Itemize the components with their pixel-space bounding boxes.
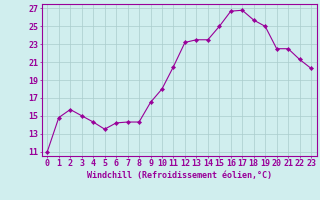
X-axis label: Windchill (Refroidissement éolien,°C): Windchill (Refroidissement éolien,°C) bbox=[87, 171, 272, 180]
